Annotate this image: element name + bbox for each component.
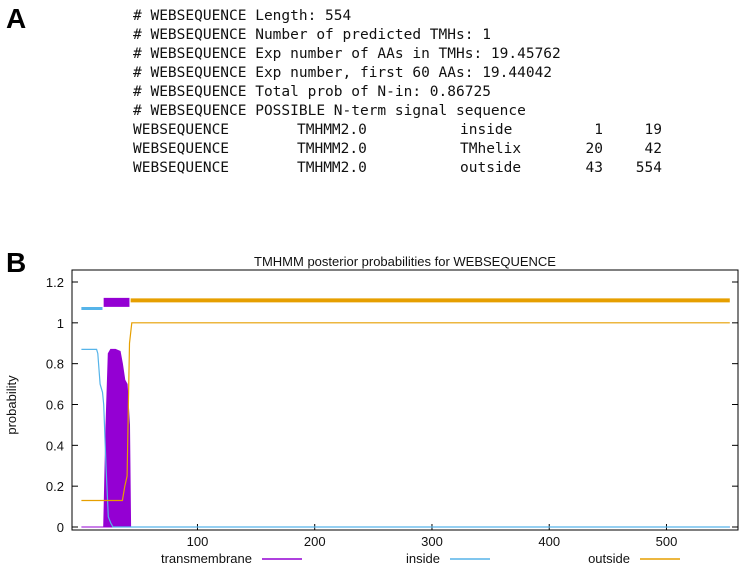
legend-label: inside (406, 551, 440, 566)
output-number: 20 (586, 141, 603, 157)
x-tick-label: 200 (304, 534, 326, 549)
output-cell: TMHMM2.0 (297, 141, 367, 157)
output-line: # WEBSEQUENCE Exp number, first 60 AAs: … (133, 65, 552, 81)
x-tick-label: 500 (656, 534, 678, 549)
y-tick-label: 0.2 (46, 479, 64, 494)
legend-label: outside (588, 551, 630, 566)
y-tick-label: 0 (57, 520, 64, 535)
y-axis-label: probability (4, 375, 19, 435)
legend-label: transmembrane (161, 551, 252, 566)
x-tick-label: 300 (421, 534, 443, 549)
series-area (81, 348, 730, 528)
output-cell: TMhelix (460, 141, 521, 157)
panel-label: A (6, 3, 26, 34)
output-number: 43 (586, 160, 603, 176)
panel-label: B (6, 247, 26, 278)
output-number: 554 (636, 160, 662, 176)
chart-title: TMHMM posterior probabilities for WEBSEQ… (254, 254, 556, 269)
output-number: 1 (594, 122, 603, 138)
x-tick-label: 400 (538, 534, 560, 549)
plot-frame (71, 269, 739, 531)
y-tick-label: 1.2 (46, 275, 64, 290)
output-number: 42 (645, 141, 662, 157)
output-cell: TMHMM2.0 (297, 122, 367, 138)
output-line: # WEBSEQUENCE POSSIBLE N-term signal seq… (133, 103, 526, 119)
output-cell: TMHMM2.0 (297, 160, 367, 176)
y-tick-label: 1 (57, 316, 64, 331)
y-tick-label: 0.8 (46, 357, 64, 372)
output-line: # WEBSEQUENCE Exp number of AAs in TMHs:… (133, 46, 561, 62)
output-cell: WEBSEQUENCE (133, 122, 229, 138)
series-line (81, 322, 730, 502)
x-tick-label: 100 (187, 534, 209, 549)
output-cell: outside (460, 160, 521, 176)
output-line: # WEBSEQUENCE Total prob of N-in: 0.8672… (133, 84, 491, 100)
output-cell: WEBSEQUENCE (133, 160, 229, 176)
output-line: # WEBSEQUENCE Number of predicted TMHs: … (133, 27, 491, 43)
series-line (81, 348, 730, 528)
output-number: 19 (645, 122, 662, 138)
output-line: # WEBSEQUENCE Length: 554 (133, 8, 352, 24)
y-tick-label: 0.4 (46, 438, 64, 453)
output-cell: WEBSEQUENCE (133, 141, 229, 157)
output-cell: inside (460, 122, 512, 138)
y-tick-label: 0.6 (46, 398, 64, 413)
